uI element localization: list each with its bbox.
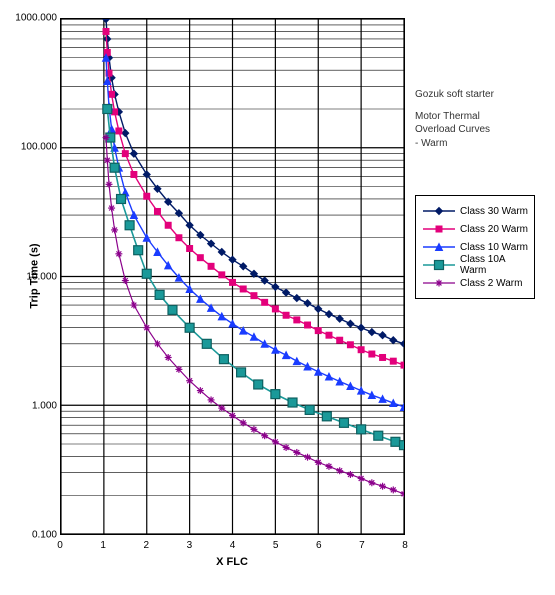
x-tick-label: 8	[402, 540, 408, 551]
x-tick-label: 1	[100, 540, 106, 551]
legend-item: Class 20 Warm	[422, 220, 528, 238]
x-tick-label: 4	[230, 540, 236, 551]
x-tick-label: 6	[316, 540, 322, 551]
x-tick-label: 0	[57, 540, 63, 551]
x-tick-label: 7	[359, 540, 365, 551]
legend-label: Class 30 Warm	[460, 206, 528, 217]
legend: Class 30 WarmClass 20 WarmClass 10 WarmC…	[415, 195, 535, 299]
y-tick-label: 10.000	[7, 271, 57, 282]
legend-item: Class 30 Warm	[422, 202, 528, 220]
x-tick-label: 2	[143, 540, 149, 551]
x-tick-label: 5	[273, 540, 279, 551]
y-tick-label: 100.000	[7, 142, 57, 153]
y-tick-label: 1000.000	[7, 13, 57, 24]
legend-label: Class 10A Warm	[460, 254, 528, 276]
x-tick-label: 3	[187, 540, 193, 551]
legend-label: Class 2 Warm	[460, 278, 522, 289]
side-line1: Gozuk soft starter	[415, 88, 494, 102]
side-annotation: Gozuk soft starter Motor Thermal Overloa…	[415, 88, 494, 150]
y-tick-label: 0.100	[7, 530, 57, 541]
side-line2: Motor Thermal Overload Curves - Warm	[415, 110, 494, 151]
legend-item: Class 10A Warm	[422, 256, 528, 274]
legend-item: Class 2 Warm	[422, 274, 528, 292]
x-axis-label: X FLC	[216, 556, 248, 568]
plot-area	[60, 18, 405, 535]
legend-label: Class 20 Warm	[460, 224, 528, 235]
legend-label: Class 10 Warm	[460, 242, 528, 253]
chart-container: { "chart": { "type": "line-log", "xlabel…	[0, 0, 555, 595]
y-tick-label: 1.000	[7, 400, 57, 411]
